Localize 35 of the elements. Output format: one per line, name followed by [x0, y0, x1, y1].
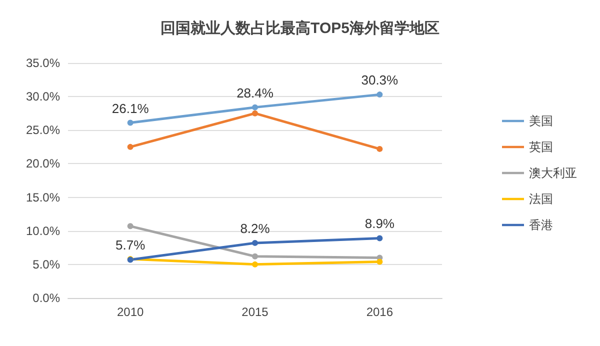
point [127, 223, 134, 230]
legend-label: 法国 [529, 192, 553, 206]
legend-label: 美国 [529, 114, 553, 128]
point [376, 258, 383, 265]
y-tick-label: 25.0% [26, 123, 60, 138]
legend-label: 英国 [529, 140, 553, 154]
data-label: 30.3% [361, 72, 399, 88]
point [252, 240, 258, 246]
data-label: 28.4% [236, 85, 274, 100]
legend-label: 香港 [529, 218, 553, 232]
point [376, 235, 383, 242]
point [376, 92, 383, 98]
point [127, 144, 134, 150]
y-tick-label: 35.0% [26, 56, 60, 70]
legend-label: 澳大利亚 [529, 166, 577, 180]
point [252, 104, 258, 110]
y-tick-label: 0.0% [32, 291, 60, 305]
point [376, 146, 383, 152]
data-label: 5.7% [116, 238, 146, 253]
point [252, 110, 258, 116]
x-tick-label: 2015 [242, 305, 269, 319]
point [127, 120, 134, 126]
point [252, 253, 258, 260]
data-label: 8.2% [240, 220, 270, 236]
data-label: 8.9% [364, 216, 395, 232]
x-tick-label: 2010 [116, 305, 144, 319]
point [252, 261, 258, 268]
y-tick-label: 20.0% [26, 156, 60, 171]
data-label: 26.1% [112, 100, 150, 116]
y-tick-label: 15.0% [26, 190, 60, 204]
x-tick-label: 2016 [366, 305, 394, 319]
chart-title: 回国就业人数占比最高TOP5海外留学地区 [160, 19, 440, 37]
y-tick-label: 30.0% [26, 90, 60, 104]
y-tick-label: 5.0% [32, 257, 60, 272]
y-tick-label: 10.0% [26, 224, 60, 238]
